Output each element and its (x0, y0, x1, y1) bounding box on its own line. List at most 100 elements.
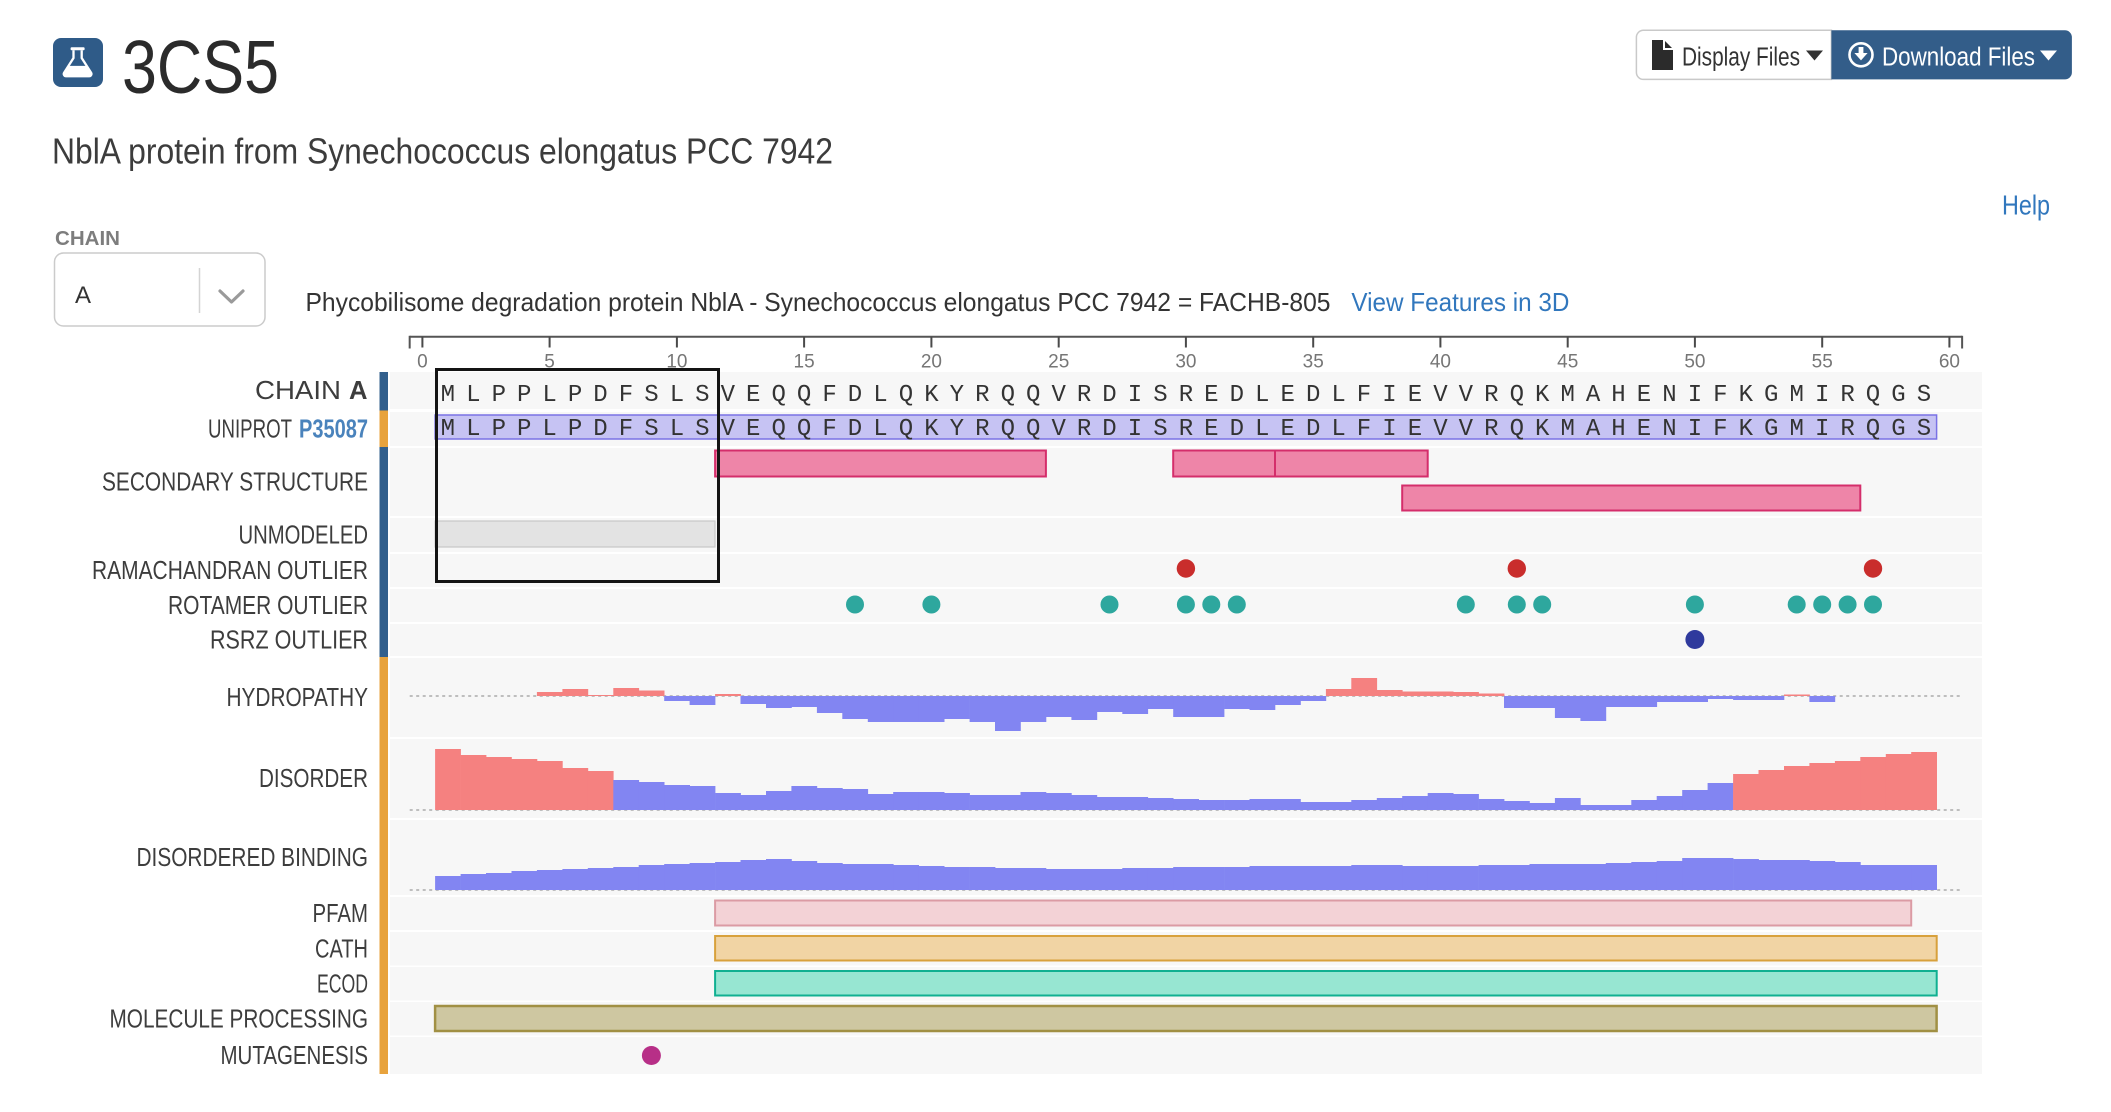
svg-text:A: A (349, 377, 368, 405)
svg-text:25: 25 (1048, 352, 1069, 373)
svg-text:N: N (1662, 382, 1676, 409)
svg-text:E: E (1637, 416, 1651, 443)
svg-text:I: I (1128, 416, 1142, 443)
svg-text:F: F (1357, 382, 1371, 409)
svg-text:Download Files: Download Files (1882, 44, 2035, 72)
svg-text:K: K (924, 382, 939, 409)
svg-text:I: I (1382, 382, 1396, 409)
svg-text:F: F (1357, 416, 1371, 443)
svg-text:S: S (1917, 382, 1931, 409)
svg-text:I: I (1128, 382, 1142, 409)
svg-text:Help: Help (2002, 190, 2050, 221)
svg-text:L: L (1255, 382, 1269, 409)
svg-text:CHAIN: CHAIN (55, 227, 120, 250)
svg-text:Q: Q (899, 416, 913, 443)
svg-text:Y: Y (950, 416, 964, 443)
svg-text:L: L (873, 382, 887, 409)
svg-text:P: P (492, 416, 506, 443)
svg-text:V: V (1459, 382, 1474, 409)
svg-text:G: G (1891, 416, 1905, 443)
svg-text:R: R (1484, 416, 1498, 443)
svg-text:NblA protein from Synechococcu: NblA protein from Synechococcus elongatu… (52, 131, 833, 172)
svg-text:D: D (593, 416, 607, 443)
svg-text:S: S (644, 382, 658, 409)
svg-text:UNIPROT: UNIPROT (208, 416, 292, 444)
svg-text:MUTAGENESIS: MUTAGENESIS (221, 1042, 369, 1070)
svg-text:10: 10 (666, 352, 687, 373)
svg-text:ECOD: ECOD (317, 970, 368, 998)
svg-text:ROTAMER OUTLIER: ROTAMER OUTLIER (168, 592, 368, 620)
svg-text:K: K (1739, 382, 1754, 409)
svg-text:H: H (1611, 382, 1625, 409)
svg-text:S: S (1153, 416, 1167, 443)
svg-text:Q: Q (1026, 382, 1040, 409)
svg-text:E: E (1408, 416, 1422, 443)
svg-text:I: I (1688, 416, 1702, 443)
svg-text:L: L (873, 416, 887, 443)
svg-text:D: D (1306, 416, 1320, 443)
svg-text:D: D (1102, 416, 1116, 443)
svg-text:Phycobilisome degradation prot: Phycobilisome degradation protein NblA -… (306, 287, 1331, 317)
svg-text:K: K (1739, 416, 1754, 443)
svg-text:Q: Q (1001, 416, 1015, 443)
svg-text:F: F (1713, 382, 1727, 409)
svg-text:Display Files: Display Files (1682, 44, 1800, 72)
svg-text:Q: Q (1866, 382, 1880, 409)
svg-text:D: D (1102, 382, 1116, 409)
svg-text:F: F (822, 382, 836, 409)
svg-text:M: M (1789, 416, 1803, 443)
svg-text:60: 60 (1939, 352, 1960, 373)
svg-text:Q: Q (1866, 416, 1880, 443)
svg-text:Q: Q (797, 416, 811, 443)
svg-text:E: E (1204, 382, 1218, 409)
svg-text:L: L (542, 382, 556, 409)
svg-text:MOLECULE PROCESSING: MOLECULE PROCESSING (110, 1005, 369, 1033)
svg-text:R: R (1484, 382, 1498, 409)
svg-text:L: L (1331, 416, 1345, 443)
svg-text:Q: Q (1510, 416, 1524, 443)
svg-text:Q: Q (797, 382, 811, 409)
svg-text:E: E (1408, 382, 1422, 409)
svg-text:D: D (593, 382, 607, 409)
svg-text:RAMACHANDRAN OUTLIER: RAMACHANDRAN OUTLIER (92, 557, 368, 585)
svg-text:V: V (1433, 382, 1448, 409)
svg-text:E: E (1637, 382, 1651, 409)
svg-text:SECONDARY STRUCTURE: SECONDARY STRUCTURE (102, 469, 368, 497)
svg-text:P35087: P35087 (299, 416, 368, 444)
svg-text:L: L (670, 416, 684, 443)
svg-text:D: D (848, 416, 862, 443)
svg-text:I: I (1815, 416, 1829, 443)
svg-text:D: D (1306, 382, 1320, 409)
svg-text:L: L (1255, 416, 1269, 443)
svg-text:M: M (1789, 382, 1803, 409)
svg-text:PFAM: PFAM (313, 900, 369, 928)
svg-text:Q: Q (1001, 382, 1015, 409)
svg-text:L: L (466, 416, 480, 443)
svg-text:V: V (721, 416, 736, 443)
svg-text:G: G (1764, 382, 1778, 409)
svg-text:E: E (746, 382, 760, 409)
svg-text:30: 30 (1175, 352, 1196, 373)
svg-text:50: 50 (1684, 352, 1705, 373)
svg-text:R: R (1179, 382, 1193, 409)
svg-text:D: D (1230, 382, 1244, 409)
svg-text:M: M (441, 382, 455, 409)
svg-text:H: H (1611, 416, 1625, 443)
svg-text:P: P (492, 382, 506, 409)
svg-text:P: P (517, 416, 531, 443)
svg-text:M: M (1560, 416, 1574, 443)
svg-text:View Features in 3D: View Features in 3D (1351, 287, 1569, 317)
svg-text:R: R (1840, 382, 1854, 409)
svg-text:V: V (1051, 382, 1066, 409)
svg-text:Q: Q (1510, 382, 1524, 409)
svg-text:M: M (1560, 382, 1574, 409)
svg-text:D: D (1230, 416, 1244, 443)
svg-text:A: A (1586, 382, 1601, 409)
svg-text:F: F (822, 416, 836, 443)
svg-text:P: P (568, 416, 582, 443)
svg-text:R: R (1077, 382, 1091, 409)
svg-text:45: 45 (1557, 352, 1578, 373)
svg-text:L: L (542, 416, 556, 443)
svg-text:P: P (517, 382, 531, 409)
svg-text:R: R (1840, 416, 1854, 443)
